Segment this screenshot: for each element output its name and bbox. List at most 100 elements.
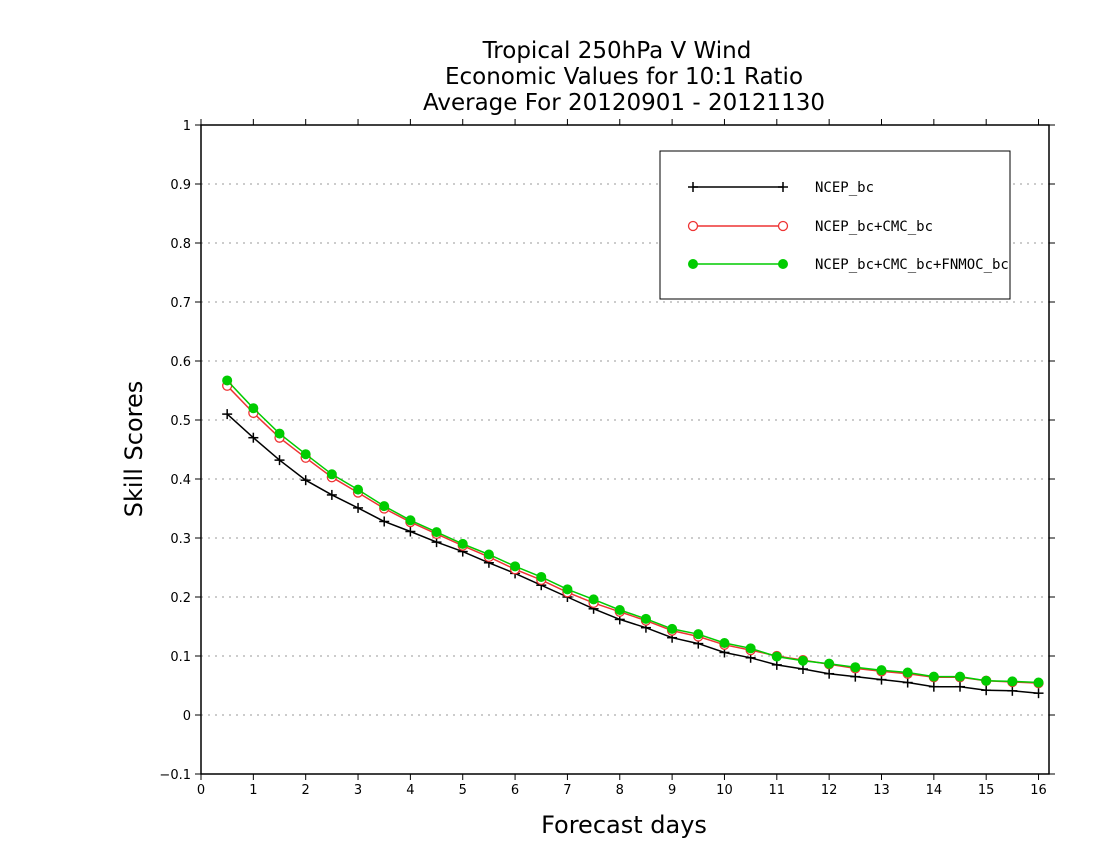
data-point xyxy=(483,549,494,560)
data-point xyxy=(902,677,913,688)
x-tick-label: 4 xyxy=(406,783,414,798)
chart-title-line-2: Economic Values for 10:1 Ratio xyxy=(445,64,803,90)
x-tick-label: 9 xyxy=(668,783,676,798)
legend-marker xyxy=(778,182,788,192)
legend-item: NCEP_bc+CMC_bc+FNMOC_bc xyxy=(688,257,1009,273)
y-tick-label: 0.6 xyxy=(170,355,191,370)
x-tick-label: 16 xyxy=(1030,783,1047,798)
x-tick-label: 5 xyxy=(459,783,467,798)
data-point xyxy=(379,516,390,527)
grid xyxy=(201,183,1049,716)
data-point xyxy=(274,455,285,466)
data-point xyxy=(928,681,939,692)
data-point xyxy=(405,526,416,537)
legend-item: NCEP_bc xyxy=(688,180,874,196)
data-point xyxy=(431,527,442,538)
x-tick-label: 1 xyxy=(249,783,257,798)
y-axis-label: Skill Scores xyxy=(120,381,148,518)
plot-frame xyxy=(200,124,1050,775)
data-point xyxy=(1007,676,1018,687)
data-point xyxy=(928,671,939,682)
data-point xyxy=(300,449,311,460)
y-tick-label: 0.3 xyxy=(170,532,191,547)
data-point xyxy=(981,685,992,696)
data-point xyxy=(274,428,285,439)
data-point xyxy=(981,675,992,686)
y-tick-label: 0.8 xyxy=(170,237,191,252)
axes: −0.100.10.20.30.40.50.60.70.80.910 1 2 3 4 5 6… xyxy=(159,119,1055,798)
data-point xyxy=(955,671,966,682)
x-tick-label: 3 xyxy=(354,783,362,798)
data-point xyxy=(614,604,625,615)
data-point xyxy=(667,623,678,634)
y-tick-label: 0.7 xyxy=(170,296,191,311)
data-point xyxy=(248,432,259,443)
legend-label: NCEP_bc+CMC_bc xyxy=(815,219,933,235)
data-point xyxy=(640,613,651,624)
data-point xyxy=(353,484,364,495)
data-point xyxy=(353,502,364,513)
data-point xyxy=(876,665,887,676)
y-tick-label: 0.2 xyxy=(170,591,191,606)
data-point xyxy=(824,668,835,679)
legend-label: NCEP_bc+CMC_bc+FNMOC_bc xyxy=(815,257,1009,273)
x-tick-label: 7 xyxy=(563,783,571,798)
x-tick-label: 13 xyxy=(873,783,890,798)
series-1 xyxy=(222,409,1044,699)
legend-box xyxy=(659,150,1011,300)
x-tick-label: 10 xyxy=(716,783,733,798)
data-point xyxy=(457,538,468,549)
legend: NCEP_bc NCEP_bc+CMC_bc NCEP_bc+CMC_bc+FNMO… xyxy=(659,150,1011,300)
data-point xyxy=(326,469,337,480)
chart-title-line-1: Tropical 250hPa V Wind xyxy=(482,38,752,64)
series-2 xyxy=(222,380,1044,689)
legend-label: NCEP_bc xyxy=(815,180,874,196)
data-point xyxy=(1033,688,1044,699)
y-tick-label: 1 xyxy=(183,119,191,134)
data-point xyxy=(745,643,756,654)
data-point xyxy=(719,638,730,649)
data-point xyxy=(588,594,599,605)
x-tick-label: 2 xyxy=(302,783,310,798)
chart-title-line-3: Average For 20120901 - 20121130 xyxy=(423,90,825,116)
data-point xyxy=(405,515,416,526)
series-line xyxy=(226,379,1039,684)
data-point xyxy=(326,489,337,500)
data-point xyxy=(902,667,913,678)
data-point xyxy=(248,403,259,414)
y-tick-label: 0.1 xyxy=(170,650,191,665)
data-point xyxy=(379,501,390,512)
legend-item: NCEP_bc+CMC_bc xyxy=(687,219,933,235)
x-tick-label: 11 xyxy=(769,783,786,798)
x-axis-label: Forecast days xyxy=(541,811,707,839)
y-tick-label: 0.4 xyxy=(170,473,191,488)
data-point xyxy=(771,651,782,662)
data-point xyxy=(222,409,233,420)
data-point xyxy=(824,658,835,669)
legend-marker xyxy=(778,259,788,269)
data-point xyxy=(1033,677,1044,688)
legend-marker xyxy=(688,182,698,192)
data-point xyxy=(562,584,573,595)
x-tick-label: 6 xyxy=(511,783,519,798)
legend-marker xyxy=(777,220,789,232)
x-tick-label: 12 xyxy=(821,783,838,798)
data-point xyxy=(300,475,311,486)
x-tick-label: 0 xyxy=(197,783,205,798)
y-tick-label: 0.5 xyxy=(170,414,191,429)
legend-marker xyxy=(687,220,699,232)
data-point xyxy=(693,629,704,640)
series-layer xyxy=(222,375,1044,699)
data-point xyxy=(797,655,808,666)
data-point xyxy=(955,681,966,692)
series-3 xyxy=(222,375,1044,688)
y-tick-label: 0.9 xyxy=(170,178,191,193)
data-point xyxy=(850,662,861,673)
legend-marker xyxy=(688,259,698,269)
series-line xyxy=(226,385,1039,684)
x-tick-label: 14 xyxy=(926,783,943,798)
y-tick-label: −0.1 xyxy=(159,768,191,783)
chart-title: Tropical 250hPa V Wind Economic Values f… xyxy=(423,38,825,116)
data-point xyxy=(222,375,233,386)
